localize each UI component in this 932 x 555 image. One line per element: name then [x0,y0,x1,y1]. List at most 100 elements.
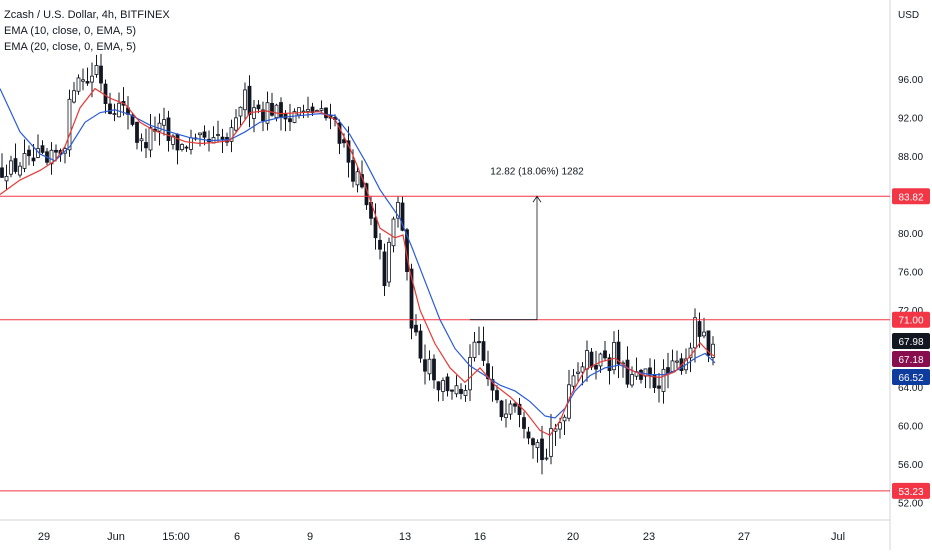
candle [616,329,621,379]
candle [612,331,616,375]
candle [391,216,396,253]
candle [477,326,481,356]
candle [436,381,441,402]
time-tick-label: 29 [38,531,50,543]
candle [562,414,567,436]
candle [544,448,549,461]
candle [378,233,382,260]
price-axis-unit: USD [898,10,919,21]
candle [234,109,238,134]
candle [463,384,468,402]
candle [216,120,220,142]
candle [531,437,535,459]
candle [229,119,234,153]
candle [4,164,9,190]
price-tick-label: 72.00 [898,306,923,317]
candle [243,82,247,121]
candle [36,134,40,159]
candle [76,74,81,95]
candle [675,350,679,369]
candle [499,399,504,421]
symbol-title: Zcash / U.S. Dollar, 4h, BITFINEX [4,9,170,21]
candle [549,414,553,465]
candle [504,399,508,428]
price-tick-label: 80.00 [898,229,923,240]
candle [220,128,225,153]
candle [571,369,576,392]
candle [72,82,76,104]
candle [22,139,27,173]
candle [459,383,463,400]
candle [513,402,517,413]
candle [67,89,72,157]
time-tick-label: 27 [738,531,750,543]
candle [135,121,139,150]
ema-slow-legend: EMA (20, close, 0, EMA, 5) [4,41,137,53]
ema-fast-legend: EMA (10, close, 0, EMA, 5) [4,25,137,37]
candle [526,426,531,445]
candle [423,344,427,385]
candle [288,103,292,132]
candle [643,368,648,389]
candle [693,308,697,363]
time-tick-label: 15:00 [162,531,190,543]
candle [94,54,99,78]
candle [85,67,90,86]
time-tick-label: 6 [234,531,240,543]
candle [121,87,126,116]
candle [117,92,121,118]
candle [481,326,486,366]
candle [639,368,643,384]
candle [603,340,607,362]
candle [148,113,153,158]
candle [648,358,652,389]
candle [670,349,675,374]
candle [184,145,189,152]
candle [252,100,256,133]
candle [535,439,540,463]
candle [594,350,598,380]
candle [414,314,418,336]
candle [702,317,706,339]
candle [355,166,360,193]
chart-legend: Zcash / U.S. Dollar, 4h, BITFINEX EMA (1… [4,7,170,55]
candle [27,145,31,166]
candle [585,340,589,382]
price-level-tag [892,482,930,499]
candle [301,104,306,119]
candle [126,96,130,130]
candle [661,359,666,404]
current-price-label: 67.98 [898,337,923,348]
price-tick-label: 52.00 [898,499,923,510]
candle [157,113,162,146]
price-level-label: 71.00 [898,316,923,327]
candle [387,237,391,287]
candle [432,354,436,389]
measure-label: 12.82 (18.06%) 1282 [490,166,584,177]
price-tick-label: 56.00 [898,460,923,471]
candle [468,344,472,402]
candle [112,103,117,122]
price-tick-label: 64.00 [898,383,923,394]
ema-slow-line [0,88,716,419]
candle [495,385,499,404]
price-tick-label: 76.00 [898,268,923,279]
candle [162,107,166,136]
candle [247,75,252,128]
candle [472,331,477,362]
candle [202,125,207,146]
candle [396,196,400,228]
price-tick-label: 88.00 [898,152,923,163]
candle [576,362,580,382]
candle [697,312,702,348]
candle [139,133,144,152]
candle [49,142,54,175]
candle [18,162,22,178]
candle [238,106,243,126]
candle [508,400,513,420]
time-tick-label: 9 [307,531,313,543]
candle [454,375,459,398]
time-tick-label: Jul [831,531,845,543]
